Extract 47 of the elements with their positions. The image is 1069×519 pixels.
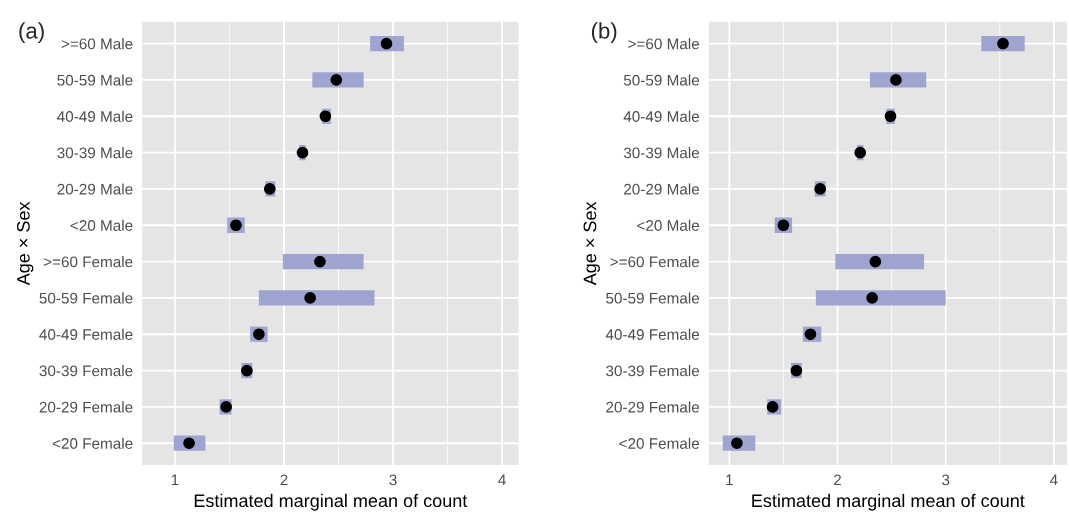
y-tick-label: >=60 Female <box>43 256 133 268</box>
y-tick-label: 20-29 Male <box>57 183 133 195</box>
y-tick-label: <20 Male <box>637 219 700 231</box>
x-tick-label: 1 <box>171 474 179 486</box>
x-tick-label: 4 <box>498 474 506 486</box>
y-tick-label: <20 Female <box>619 437 700 449</box>
point <box>866 292 878 304</box>
point <box>869 255 882 268</box>
chart-title: (a) <box>19 22 44 44</box>
y-tick-label: 40-49 Male <box>623 110 700 122</box>
x-axis-title: Estimated marginal mean of count <box>752 493 1025 511</box>
x-tick-label: 3 <box>942 474 950 486</box>
y-tick-label: <20 Female <box>52 437 133 449</box>
x-tick-label: 3 <box>389 474 397 486</box>
y-tick-label: 50-59 Female <box>39 292 133 304</box>
point <box>304 292 316 304</box>
x-tick-label: 4 <box>1049 474 1058 486</box>
bar <box>258 290 375 306</box>
chart-title: (b) <box>591 22 617 44</box>
x-tick-label: 2 <box>834 474 841 486</box>
y-tick-label: >=60 Female <box>610 256 700 268</box>
y-tick-label: 30-39 Female <box>39 365 133 377</box>
y-tick-label: 40-49 Female <box>605 328 700 340</box>
y-tick-label: >=60 Male <box>61 38 133 50</box>
y-tick-label: 40-49 Female <box>39 328 133 340</box>
y-tick-label: 20-29 Female <box>39 401 133 413</box>
y-tick-label: <20 Male <box>70 219 133 231</box>
y-tick-label: 50-59 Female <box>606 292 700 304</box>
x-axis-title: Estimated marginal mean of count <box>194 493 468 511</box>
y-tick-label: >=60 Male <box>628 38 700 50</box>
x-tick-label: 1 <box>726 474 733 486</box>
bar <box>282 253 364 270</box>
y-axis-title: Age × Sex <box>583 201 600 286</box>
y-axis-title: Age × Sex <box>16 201 34 286</box>
y-tick-label: 40-49 Male <box>57 110 133 122</box>
x-tick-label: 2 <box>280 474 288 486</box>
y-tick-label: 50-59 Male <box>623 74 700 86</box>
bar <box>835 253 925 270</box>
bar <box>815 290 946 306</box>
point <box>890 74 902 86</box>
y-tick-label: 30-39 Male <box>57 147 133 159</box>
y-tick-label: 30-39 Male <box>623 147 700 159</box>
y-tick-label: 30-39 Female <box>606 365 700 377</box>
y-tick-label: 20-29 Male <box>624 183 700 195</box>
y-tick-label: 20-29 Female <box>606 401 700 413</box>
y-tick-label: 50-59 Male <box>57 74 133 86</box>
point <box>314 255 326 268</box>
